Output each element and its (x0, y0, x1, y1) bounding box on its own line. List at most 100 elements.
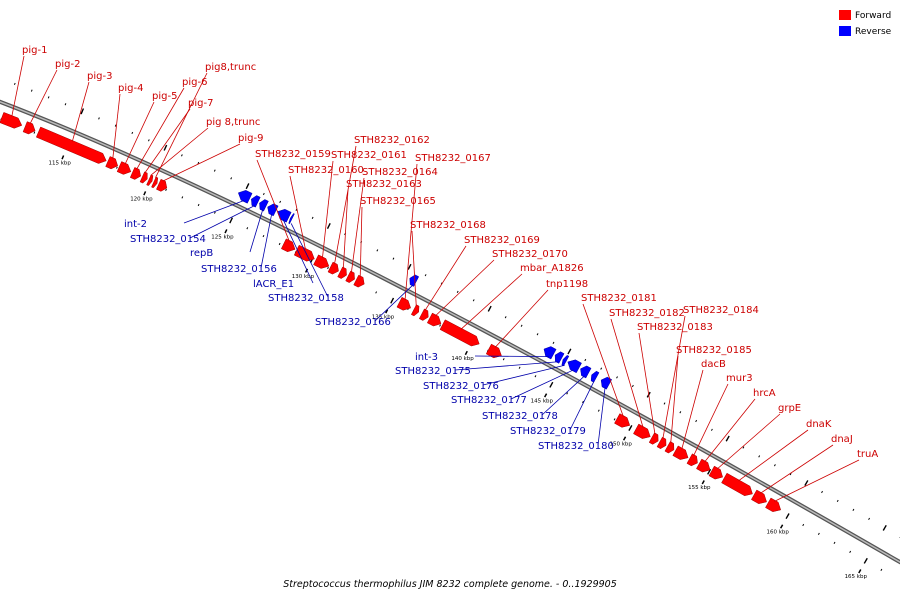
gene-label: STH8232_0178 (482, 411, 558, 422)
tick-mark (439, 324, 441, 327)
forward-gene-pig-7[interactable] (139, 171, 148, 184)
reverse-gene-repb[interactable] (259, 199, 269, 212)
tick-mark (487, 305, 492, 312)
forward-gene-pig-6[interactable] (129, 167, 141, 180)
forward-gene-sth8232-0167[interactable] (396, 296, 411, 311)
tick-mark (278, 242, 281, 246)
gene-label: STH8232_0156 (201, 264, 277, 275)
label-leader-line (162, 143, 241, 182)
gene-label: STH8232_0167 (415, 153, 491, 164)
tick-major (622, 436, 627, 441)
forward-gene-sth8232-0165[interactable] (353, 274, 365, 288)
tick-mark (725, 435, 730, 442)
reverse-gene-sth8232-0176[interactable] (561, 354, 570, 367)
tick-mark (536, 333, 539, 336)
tick-mark (758, 455, 761, 458)
forward-gene-pig-8-trunc[interactable] (146, 174, 154, 186)
gene-label: pig8,trunc (205, 62, 256, 73)
gene-label: STH8232_0179 (510, 426, 586, 437)
label-leader-line (282, 219, 314, 284)
forward-gene-sth8232-0168[interactable] (410, 304, 420, 317)
tick-mark (47, 96, 50, 99)
tick-mark (246, 227, 249, 230)
tick-mark (504, 316, 507, 319)
gene-label: STH8232_0159 (255, 149, 331, 160)
tick-mark (80, 108, 85, 115)
reverse-gene-sth8232-0158[interactable] (288, 213, 295, 225)
label-leader-line (290, 223, 329, 298)
tick-label: 145 kbp (531, 398, 554, 404)
gene-label: STH8232_0168 (410, 220, 486, 231)
tick-mark (197, 161, 200, 165)
forward-gene-tnp1198[interactable] (485, 343, 502, 359)
tick-mark (213, 169, 216, 172)
tick-label: 125 kbp (211, 234, 234, 240)
tick-label: 120 kbp (130, 197, 153, 203)
forward-gene-sth8232-0162[interactable] (327, 261, 339, 275)
tick-mark (679, 411, 682, 414)
forward-gene-hrca[interactable] (696, 458, 711, 473)
forward-gene-sth8232-0161[interactable] (313, 254, 330, 269)
tick-mark (230, 177, 233, 180)
gene-label: hrcA (753, 388, 776, 399)
label-leader-line (760, 444, 834, 494)
reverse-gene-sth8232-0180[interactable] (600, 376, 613, 390)
gene-label: dnaK (806, 419, 832, 430)
forward-gene-trua[interactable] (765, 497, 782, 512)
forward-gene-grpe[interactable] (708, 465, 723, 480)
reverse-gene-sth8232-0179[interactable] (590, 370, 600, 383)
forward-gene-sth8232-0160[interactable] (293, 244, 315, 262)
tick-mark (327, 266, 329, 270)
forward-gene-sth8232-0164[interactable] (345, 270, 355, 283)
forward-gene-sth8232-0163[interactable] (337, 266, 347, 279)
tick-mark (262, 234, 265, 238)
gene-label: repB (190, 248, 213, 259)
forward-gene-dnak[interactable] (721, 472, 753, 497)
gene-label: STH8232_0169 (464, 235, 540, 246)
reverse-gene-sth8232-0154[interactable] (251, 195, 261, 208)
tick-mark (821, 490, 823, 494)
gene-label: STH8232_0158 (268, 293, 344, 304)
forward-gene-sth8232-0184[interactable] (656, 436, 667, 449)
forward-gene-pig-5[interactable] (116, 161, 132, 175)
forward-gene-mur3[interactable] (686, 453, 698, 467)
reverse-gene-sth8232-0175[interactable] (554, 351, 565, 364)
label-leader-line (474, 355, 549, 358)
gene-label: STH8232_0180 (538, 441, 614, 452)
reverse-gene-int-3[interactable] (543, 346, 557, 360)
gene-label: grpE (778, 403, 801, 414)
gene-label: pig-3 (87, 71, 112, 82)
forward-gene-sth8232-0183[interactable] (648, 432, 659, 445)
forward-gene-pig8-trunc[interactable] (151, 176, 159, 189)
gene-label: dacB (701, 359, 726, 370)
forward-gene-pig-3[interactable] (35, 126, 107, 164)
tick-mark (114, 124, 117, 127)
forward-gene-sth8232-0181[interactable] (614, 413, 631, 428)
forward-gene-dnaj[interactable] (751, 489, 767, 504)
forward-gene-pig-4[interactable] (105, 156, 119, 170)
reverse-gene-sth8232-0177[interactable] (567, 359, 582, 374)
forward-gene-pig-2[interactable] (22, 121, 36, 135)
forward-gene-mbar-a1826[interactable] (439, 319, 480, 347)
tick-major (385, 309, 389, 314)
forward-gene-sth8232-0185[interactable] (664, 441, 675, 454)
forward-gene-pig-9[interactable] (156, 178, 168, 192)
tick-major (61, 155, 65, 160)
tick-mark (789, 473, 792, 476)
forward-gene-sth8232-0170[interactable] (426, 312, 442, 327)
tick-mark (197, 203, 200, 207)
forward-gene-sth8232-0169[interactable] (418, 308, 429, 321)
gene-label: pig-6 (182, 77, 207, 88)
tick-mark (456, 290, 459, 294)
label-leader-line (482, 364, 565, 386)
label-leader-line (494, 289, 549, 348)
reverse-gene-int-2[interactable] (237, 190, 253, 204)
gene-label: pig-7 (188, 98, 213, 109)
forward-gene-sth8232-0182[interactable] (633, 423, 651, 439)
tick-mark (131, 131, 134, 135)
forward-gene-dacb[interactable] (672, 445, 689, 460)
forward-gene-pig-1[interactable] (0, 112, 23, 129)
forward-gene-sth8232-0159[interactable] (280, 238, 296, 253)
reverse-gene-sth8232-0178[interactable] (580, 365, 592, 379)
gene-label: mbar_A1826 (520, 263, 584, 274)
